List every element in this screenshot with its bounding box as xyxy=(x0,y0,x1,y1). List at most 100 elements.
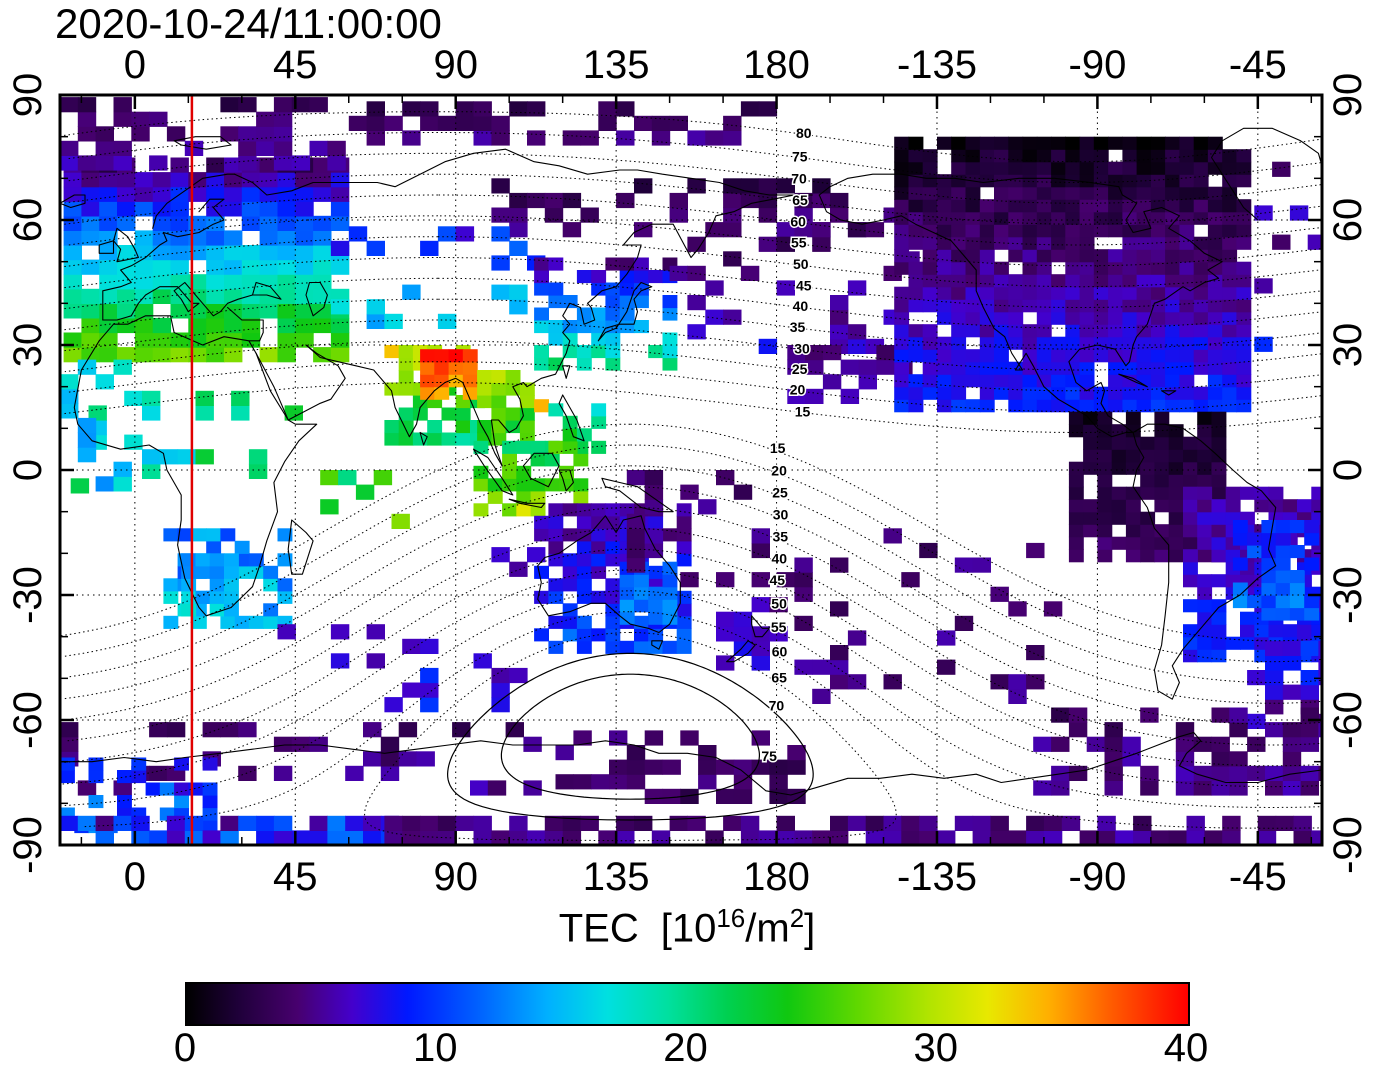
tec-cell xyxy=(1154,486,1170,500)
tec-cell xyxy=(519,407,535,421)
tec-cell xyxy=(402,101,421,117)
tec-cell xyxy=(1036,311,1052,325)
tec-cell xyxy=(391,513,410,529)
tec-cell xyxy=(1179,324,1195,338)
tec-cell xyxy=(238,815,257,831)
tec-cell xyxy=(591,403,607,417)
tec-cell xyxy=(1065,199,1081,213)
tec-cell xyxy=(822,374,842,390)
tec-cell xyxy=(1165,249,1180,263)
tec-cell xyxy=(751,626,770,642)
lat-axis-label-left: -90 xyxy=(6,816,50,874)
coastline xyxy=(305,281,328,317)
tec-cell xyxy=(876,345,895,361)
tec-cell xyxy=(591,503,607,517)
tec-cell xyxy=(1289,595,1305,609)
tec-cell xyxy=(81,259,100,275)
tec-cell xyxy=(1104,765,1123,781)
tec-cell xyxy=(1179,261,1195,275)
tec-cell xyxy=(965,236,981,250)
tec-cell xyxy=(830,645,849,661)
tec-cell xyxy=(1183,549,1198,563)
coastline xyxy=(751,615,770,638)
tec-cell xyxy=(990,586,1009,602)
tec-cell xyxy=(509,222,528,238)
tec-cell xyxy=(113,97,132,113)
tec-cell xyxy=(1207,199,1223,213)
tec-cell xyxy=(63,347,82,363)
tec-cell xyxy=(330,240,350,256)
tec-cell xyxy=(1083,524,1098,538)
tec-cell xyxy=(634,270,649,284)
tec-cell xyxy=(1179,361,1195,375)
tec-cell xyxy=(1104,780,1123,796)
tec-cell xyxy=(994,261,1009,275)
tec-cell xyxy=(427,432,443,446)
tec-cell xyxy=(273,736,293,752)
tec-cell xyxy=(716,611,735,627)
tec-cell xyxy=(1193,261,1209,275)
tec-cell xyxy=(1207,349,1223,363)
tec-cell xyxy=(979,349,995,363)
tec-cell xyxy=(477,382,492,396)
tec-cell xyxy=(1008,299,1024,313)
tec-cell xyxy=(366,115,385,131)
coastline xyxy=(726,640,756,663)
tec-cell xyxy=(965,324,981,338)
tec-cell xyxy=(908,224,924,238)
tec-cell xyxy=(994,324,1009,338)
tec-cell xyxy=(951,336,967,350)
tec-cell xyxy=(530,453,546,467)
tec-cell xyxy=(509,207,528,223)
tec-cell xyxy=(412,432,428,446)
tec-cell xyxy=(1261,545,1277,559)
tec-cell xyxy=(234,615,250,629)
tec-cell xyxy=(77,432,97,448)
tec-cell xyxy=(1133,815,1152,831)
tec-cell xyxy=(277,332,296,348)
tec-cell xyxy=(562,815,582,831)
tec-cell xyxy=(830,557,849,573)
tec-cell xyxy=(616,192,635,209)
tec-cell xyxy=(277,590,293,604)
tec-cell xyxy=(420,815,439,831)
tec-cell xyxy=(644,788,664,804)
tec-cell xyxy=(259,303,278,319)
tec-cell xyxy=(209,553,225,567)
tec-cell xyxy=(1222,286,1238,300)
tec-cell xyxy=(88,795,104,809)
tec-cell xyxy=(1140,536,1156,550)
tec-cell xyxy=(1097,549,1113,563)
tec-cell xyxy=(1122,349,1138,363)
tec-cell xyxy=(437,313,457,329)
tec-cell xyxy=(908,324,924,338)
tec-cell xyxy=(437,830,457,845)
tec-cell xyxy=(994,274,1009,288)
lat-axis-label-right: 0 xyxy=(1326,459,1370,481)
tec-cell xyxy=(562,615,578,629)
tec-cell xyxy=(1193,780,1213,796)
tec-cell xyxy=(1097,511,1113,525)
tec-cell xyxy=(662,586,678,600)
tec-cell xyxy=(1065,311,1081,325)
tec-name: TEC xyxy=(558,906,639,951)
tec-cell xyxy=(1008,236,1024,250)
tec-cell xyxy=(1093,161,1109,175)
coastline xyxy=(60,731,1322,796)
tec-cell xyxy=(206,317,225,334)
tec-cell xyxy=(644,499,664,515)
tec-cell xyxy=(491,115,510,131)
tec-cell xyxy=(1036,349,1052,363)
tec-cell xyxy=(698,499,717,515)
tec-cell xyxy=(534,628,549,642)
tec-cell xyxy=(979,386,995,400)
tec-cell xyxy=(1068,474,1084,488)
tec-cell xyxy=(516,465,532,479)
tec-cell xyxy=(908,349,924,363)
tec-cell xyxy=(1275,815,1295,831)
tec-cell xyxy=(830,192,849,209)
tec-cell xyxy=(548,503,564,517)
tec-cell xyxy=(206,347,225,363)
tec-cell xyxy=(1150,830,1170,845)
tec-cell xyxy=(1211,636,1227,650)
